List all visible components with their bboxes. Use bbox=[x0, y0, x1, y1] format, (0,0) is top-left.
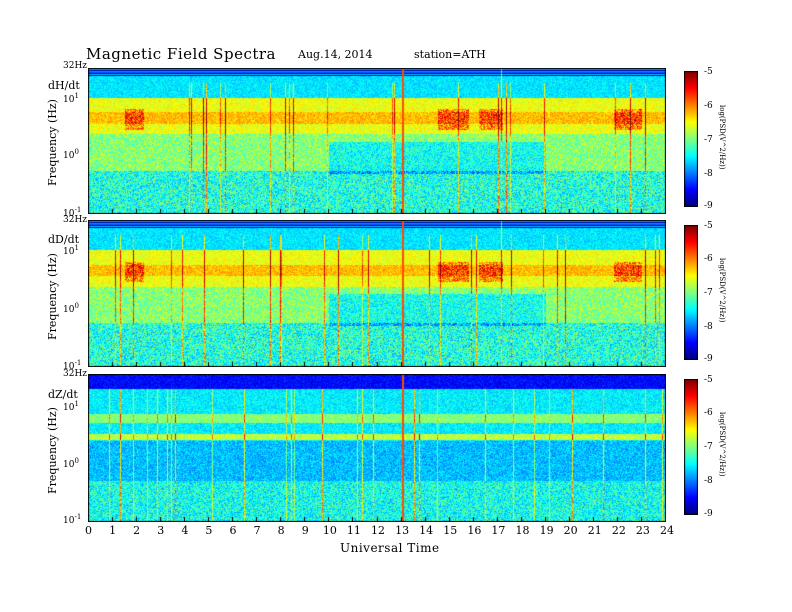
colorbar-tick: -7 bbox=[704, 288, 713, 298]
x-tick-label: 22 bbox=[611, 524, 626, 537]
x-tick-label: 19 bbox=[539, 524, 554, 537]
x-tick-label: 1 bbox=[109, 524, 117, 537]
x-axis-label: Universal Time bbox=[340, 541, 440, 555]
x-tick-label: 0 bbox=[85, 524, 92, 537]
colorbar-tick: -5 bbox=[704, 221, 713, 231]
x-tick-label: 23 bbox=[635, 524, 650, 537]
colorbar bbox=[684, 225, 698, 360]
x-tick-label: 21 bbox=[587, 524, 602, 537]
panel-label-dd: dD/dt bbox=[48, 233, 80, 246]
colorbar-tick: -7 bbox=[704, 442, 713, 452]
x-tick-label: 16 bbox=[467, 524, 482, 537]
y-tick: 100 bbox=[63, 148, 79, 161]
colorbar bbox=[684, 379, 698, 515]
x-tick-label: 10 bbox=[322, 524, 337, 537]
spectrogram-dd bbox=[88, 220, 666, 367]
colorbar-tick: -8 bbox=[704, 476, 713, 486]
y-tick: 101 bbox=[63, 400, 79, 413]
x-tick-label: 3 bbox=[157, 524, 165, 537]
x-tick-label: 2 bbox=[133, 524, 141, 537]
station-label: station=ATH bbox=[414, 48, 486, 61]
x-tick-label: 8 bbox=[277, 524, 285, 537]
y-axis-label: Frequency (Hz) bbox=[46, 99, 59, 186]
colorbar-tick: -8 bbox=[704, 322, 713, 332]
y-axis-label: Frequency (Hz) bbox=[46, 407, 59, 494]
spectrogram-dh bbox=[88, 68, 666, 214]
x-tick-label: 17 bbox=[491, 524, 506, 537]
y-tick: 10-1 bbox=[63, 359, 82, 372]
top-freq-label: 32Hz bbox=[63, 215, 88, 225]
x-tick-label: 15 bbox=[443, 524, 458, 537]
colorbar-tick: -6 bbox=[704, 101, 713, 111]
colorbar-tick: -9 bbox=[704, 509, 713, 519]
y-axis-label: Frequency (Hz) bbox=[46, 253, 59, 340]
y-tick: 100 bbox=[63, 302, 79, 315]
colorbar-tick: -5 bbox=[704, 67, 713, 77]
x-tick-label: 5 bbox=[205, 524, 213, 537]
y-tick: 10-1 bbox=[63, 513, 82, 526]
colorbar-tick: -7 bbox=[704, 135, 713, 145]
top-freq-label: 32Hz bbox=[63, 369, 88, 379]
colorbar-tick: -8 bbox=[704, 169, 713, 179]
colorbar-label: log(PSD(V^2/Hz)) bbox=[718, 412, 726, 477]
x-tick-label: 13 bbox=[395, 524, 410, 537]
page-title: Magnetic Field Spectra bbox=[86, 45, 276, 63]
x-tick-label: 9 bbox=[301, 524, 309, 537]
y-tick: 10-1 bbox=[63, 206, 82, 219]
x-tick-label: 7 bbox=[253, 524, 261, 537]
colorbar-label: log(PSD(V^2/Hz)) bbox=[718, 105, 726, 170]
y-tick: 100 bbox=[63, 457, 79, 470]
panel-label-dz: dZ/dt bbox=[48, 388, 78, 401]
x-tick-label: 4 bbox=[181, 524, 189, 537]
x-tick-label: 14 bbox=[419, 524, 434, 537]
y-tick: 101 bbox=[63, 92, 79, 105]
colorbar-tick: -9 bbox=[704, 354, 713, 364]
date-label: Aug.14, 2014 bbox=[298, 48, 373, 61]
panel-label-dh: dH/dt bbox=[48, 79, 80, 92]
colorbar-label: log(PSD(V^2/Hz)) bbox=[718, 258, 726, 323]
colorbar bbox=[684, 71, 698, 207]
colorbar-tick: -9 bbox=[704, 201, 713, 211]
x-tick-label: 24 bbox=[660, 524, 674, 537]
colorbar-tick: -6 bbox=[704, 254, 713, 264]
y-tick: 101 bbox=[63, 244, 79, 257]
x-tick-label: 11 bbox=[346, 524, 361, 537]
x-tick-label: 12 bbox=[371, 524, 385, 537]
spectrogram-dz bbox=[88, 374, 666, 522]
x-tick-label: 6 bbox=[229, 524, 237, 537]
x-tick-label: 20 bbox=[563, 524, 578, 537]
colorbar-tick: -5 bbox=[704, 375, 713, 385]
colorbar-tick: -6 bbox=[704, 408, 713, 418]
top-freq-label: 32Hz bbox=[63, 61, 88, 71]
x-tick-label: 18 bbox=[515, 524, 530, 537]
